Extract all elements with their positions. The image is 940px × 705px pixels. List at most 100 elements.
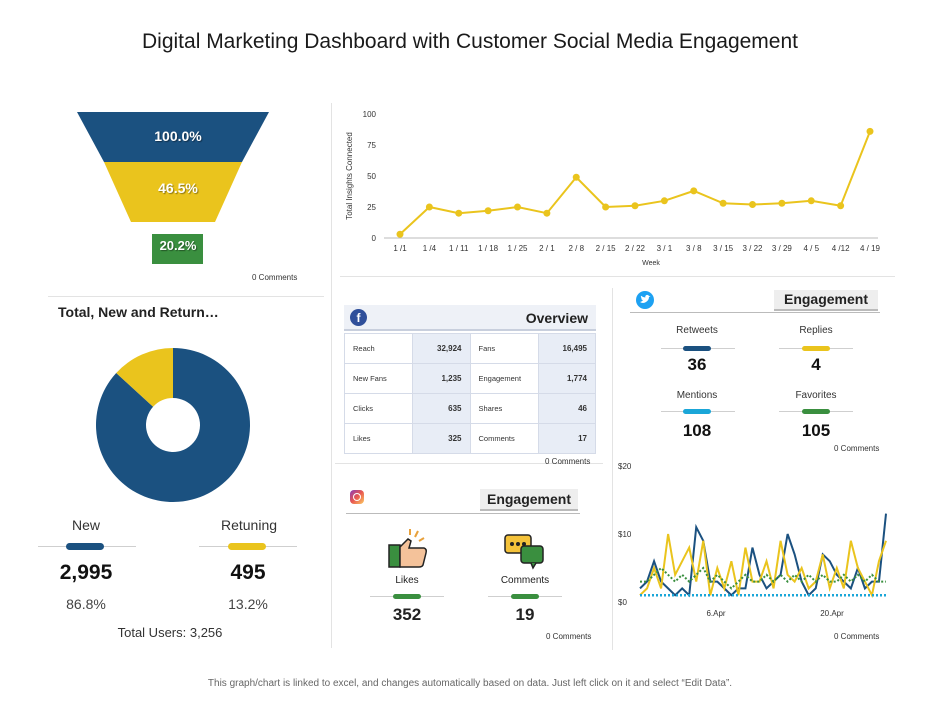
mentions-label: Mentions (676, 390, 718, 401)
twitter-engagement-header: Engagement (774, 290, 878, 311)
x-tick-label: 1 / 18 (478, 244, 499, 253)
funnel-chart (77, 112, 269, 264)
instagram-comments[interactable]: 0 Comments (546, 632, 592, 641)
x-tick-label: 1 / 11 (449, 244, 469, 253)
retweets-label: Retweets (676, 325, 718, 336)
overview-metric-value: 16,495 (537, 333, 596, 364)
overview-metric-label: Engagement (469, 363, 539, 394)
facebook-icon: f (350, 309, 367, 326)
overview-row: Likes 325 Comments 17 (344, 423, 596, 454)
page-title: Digital Marketing Dashboard with Custome… (142, 30, 798, 53)
overview-metric-value: 32,924 (412, 333, 471, 364)
ig-comments-pill (511, 594, 539, 599)
divider (630, 312, 880, 313)
divider (48, 296, 324, 297)
data-point (425, 203, 433, 211)
funnel-label-1: 100.0% (154, 128, 202, 144)
funnel-level-1 (77, 112, 269, 162)
replies-value: 4 (811, 355, 821, 374)
overview-metric-value: 635 (412, 393, 471, 424)
retweets-pill (683, 346, 711, 351)
x-tick-label: 2 / 8 (568, 244, 584, 253)
x-tick-label: 20.Apr (820, 609, 844, 618)
replies-pill (802, 346, 830, 351)
mentions-value: 108 (682, 421, 712, 440)
spend-chart-comments[interactable]: 0 Comments (834, 632, 880, 641)
replies-label: Replies (799, 325, 833, 336)
twitter-comments[interactable]: 0 Comments (834, 444, 880, 453)
instagram-engagement-header: Engagement (480, 489, 578, 511)
data-point (690, 187, 698, 195)
data-point (484, 207, 492, 215)
likes-value: 352 (392, 605, 422, 624)
data-point (719, 199, 727, 207)
divider (335, 463, 603, 464)
ig-comments-value: 19 (515, 605, 535, 624)
data-point (749, 201, 756, 209)
overview-title: Overview (525, 310, 588, 326)
thumbs-up-icon (388, 529, 427, 568)
returning-users-pill (228, 543, 266, 550)
likes-pill (393, 594, 421, 599)
overview-metric-value: 46 (537, 393, 596, 424)
x-tick-label: 4 /12 (832, 244, 850, 253)
x-tick-label: 3 / 8 (686, 244, 702, 253)
ig-comments-label: Comments (500, 575, 550, 586)
overview-comments[interactable]: 0 Comments (545, 457, 591, 466)
overview-metric-label: Comments (469, 423, 539, 454)
returning-users-value: 495 (230, 561, 266, 584)
funnel-level-3 (152, 234, 203, 264)
favorites-label: Favorites (795, 390, 837, 401)
divider (346, 513, 580, 514)
y-tick-label: 0 (372, 234, 377, 243)
y-tick-label: $20 (618, 462, 632, 471)
series-line (639, 533, 887, 599)
overview-metric-value: 1,774 (537, 363, 596, 394)
x-tick-label: 1 /4 (423, 244, 437, 253)
data-point (807, 197, 815, 205)
y-tick-label: 75 (367, 141, 376, 150)
x-tick-label: 4 / 5 (803, 244, 819, 253)
users-donut-chart (96, 348, 251, 502)
total-users: Total Users: 3,256 (117, 625, 223, 640)
funnel-level-2 (104, 162, 242, 222)
x-tick-label: 2 / 22 (625, 244, 646, 253)
new-users-value: 2,995 (59, 561, 113, 584)
funnel-label-2: 46.5% (158, 180, 198, 196)
overview-metric-label: Likes (344, 423, 413, 454)
overview-metric-label: Reach (344, 333, 413, 364)
data-point (837, 202, 845, 210)
y-tick-label: $0 (618, 598, 627, 607)
x-tick-label: 2 / 15 (596, 244, 617, 253)
likes-label: Likes (395, 575, 419, 586)
users-section-title: Total, New and Return… (58, 304, 219, 320)
funnel-comments[interactable]: 0 Comments (252, 273, 298, 282)
data-point (778, 199, 786, 207)
twitter-icon (636, 291, 654, 309)
overview-header: f Overview (344, 305, 596, 331)
chat-bubbles-icon (504, 534, 544, 570)
y-tick-label: 100 (363, 110, 377, 119)
new-users-label: New (71, 517, 100, 533)
overview-metric-value: 325 (412, 423, 471, 454)
spend-line-chart: $20 $10 $0 6.Apr 20.Apr (618, 462, 887, 618)
x-tick-label: 1 / 25 (507, 244, 528, 253)
overview-metric-label: Fans (469, 333, 539, 364)
footer-note: This graph/chart is linked to excel, and… (207, 678, 733, 689)
mentions-pill (683, 409, 711, 414)
y-tick-label: 25 (367, 203, 376, 212)
data-point (602, 203, 610, 211)
overview-metric-value: 1,235 (412, 363, 471, 394)
y-tick-label: 50 (367, 172, 376, 181)
insights-line-chart: 0 25 50 75 100 1 /1 1 /4 1 / 11 1 / 18 1 / 25 2 / … (345, 110, 881, 267)
overview-metric-label: New Fans (344, 363, 413, 394)
series-line (399, 130, 871, 236)
x-tick-label: 3 / 29 (772, 244, 793, 253)
x-tick-label: 6.Apr (706, 609, 725, 618)
data-point (514, 203, 521, 211)
overview-row: Reach 32,924 Fans 16,495 (344, 333, 596, 364)
donut-slice (116, 348, 173, 407)
y-axis-title: Total Insights Connected (345, 132, 354, 220)
x-tick-label: 1 /1 (393, 244, 407, 253)
data-point (455, 209, 463, 217)
